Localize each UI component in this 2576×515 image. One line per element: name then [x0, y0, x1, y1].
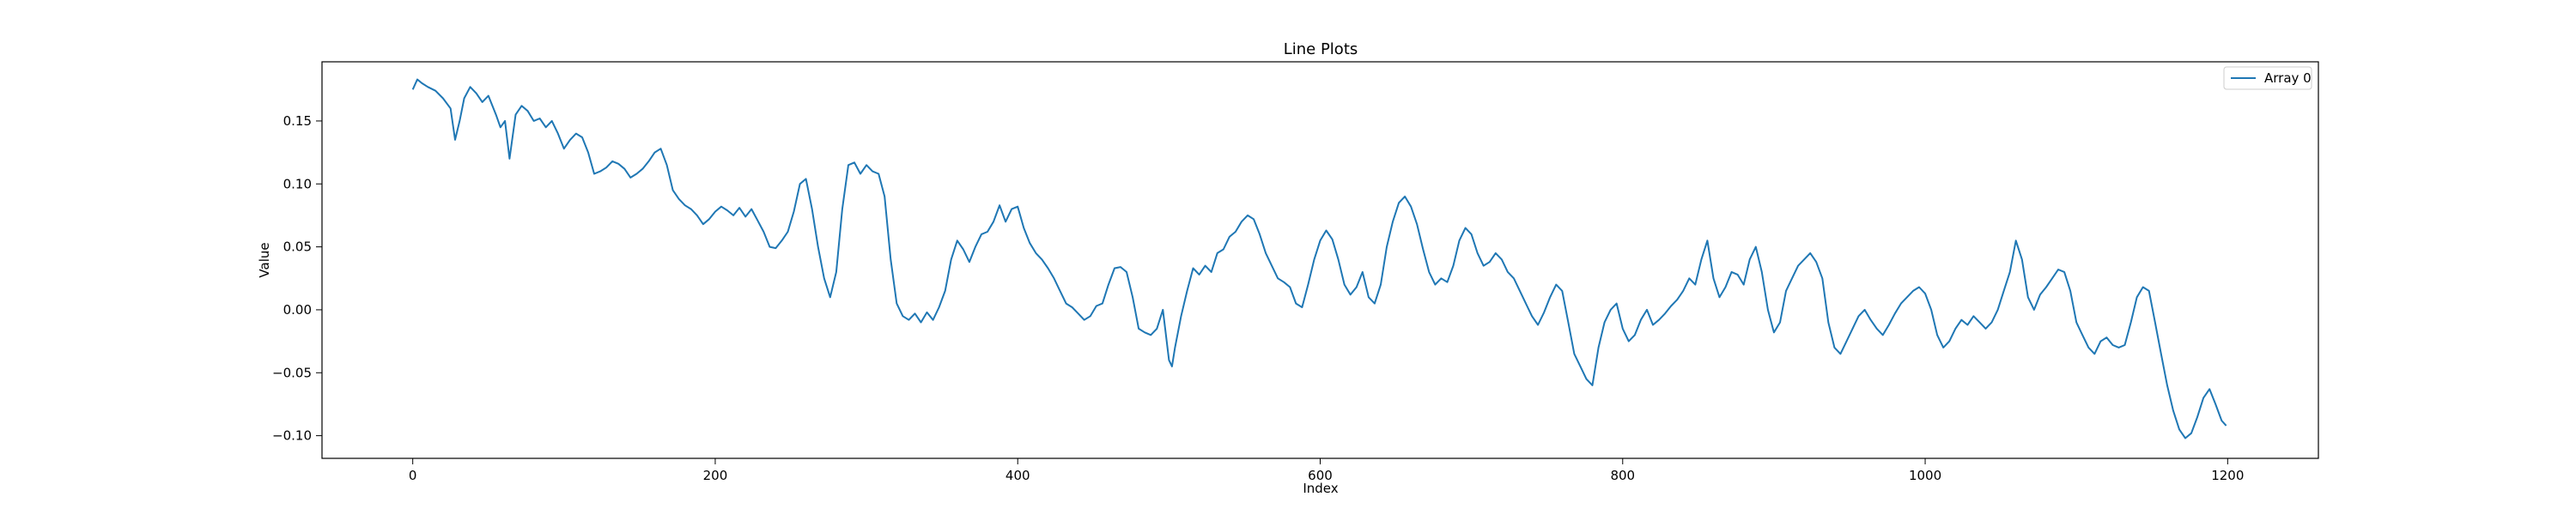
- legend: Array 0: [2223, 66, 2312, 90]
- legend-label-array-0: Array 0: [2264, 70, 2312, 86]
- x-tick-label: 400: [1005, 468, 1030, 483]
- y-tick-label: 0.10: [283, 176, 312, 191]
- y-axis-ticks: −0.10 −0.05 0.00 0.05 0.10 0.15: [272, 113, 322, 444]
- chart-title: Line Plots: [1284, 40, 1358, 58]
- x-tick-label: 600: [1308, 468, 1333, 483]
- y-tick-label: −0.10: [272, 428, 312, 444]
- y-tick-label: 0.15: [283, 113, 312, 129]
- y-axis-label: Value: [257, 242, 272, 277]
- legend-frame: [2223, 66, 2312, 90]
- y-tick-label: −0.05: [272, 365, 312, 380]
- x-tick-label: 200: [703, 468, 728, 483]
- x-tick-label: 800: [1610, 468, 1635, 483]
- plot-area-frame: [321, 61, 2319, 459]
- x-tick-label: 1000: [1909, 468, 1941, 483]
- series-line-array-0: [411, 78, 2227, 439]
- series-layer: [411, 78, 2227, 439]
- y-tick-label: 0.05: [283, 239, 312, 255]
- y-tick-label: 0.00: [283, 302, 312, 318]
- x-axis-label: Index: [1303, 481, 1338, 496]
- x-tick-label: 0: [409, 468, 417, 483]
- x-axis-ticks: 0 200 400 600 800 1000 1200: [409, 458, 2244, 483]
- x-tick-label: 1200: [2211, 468, 2244, 483]
